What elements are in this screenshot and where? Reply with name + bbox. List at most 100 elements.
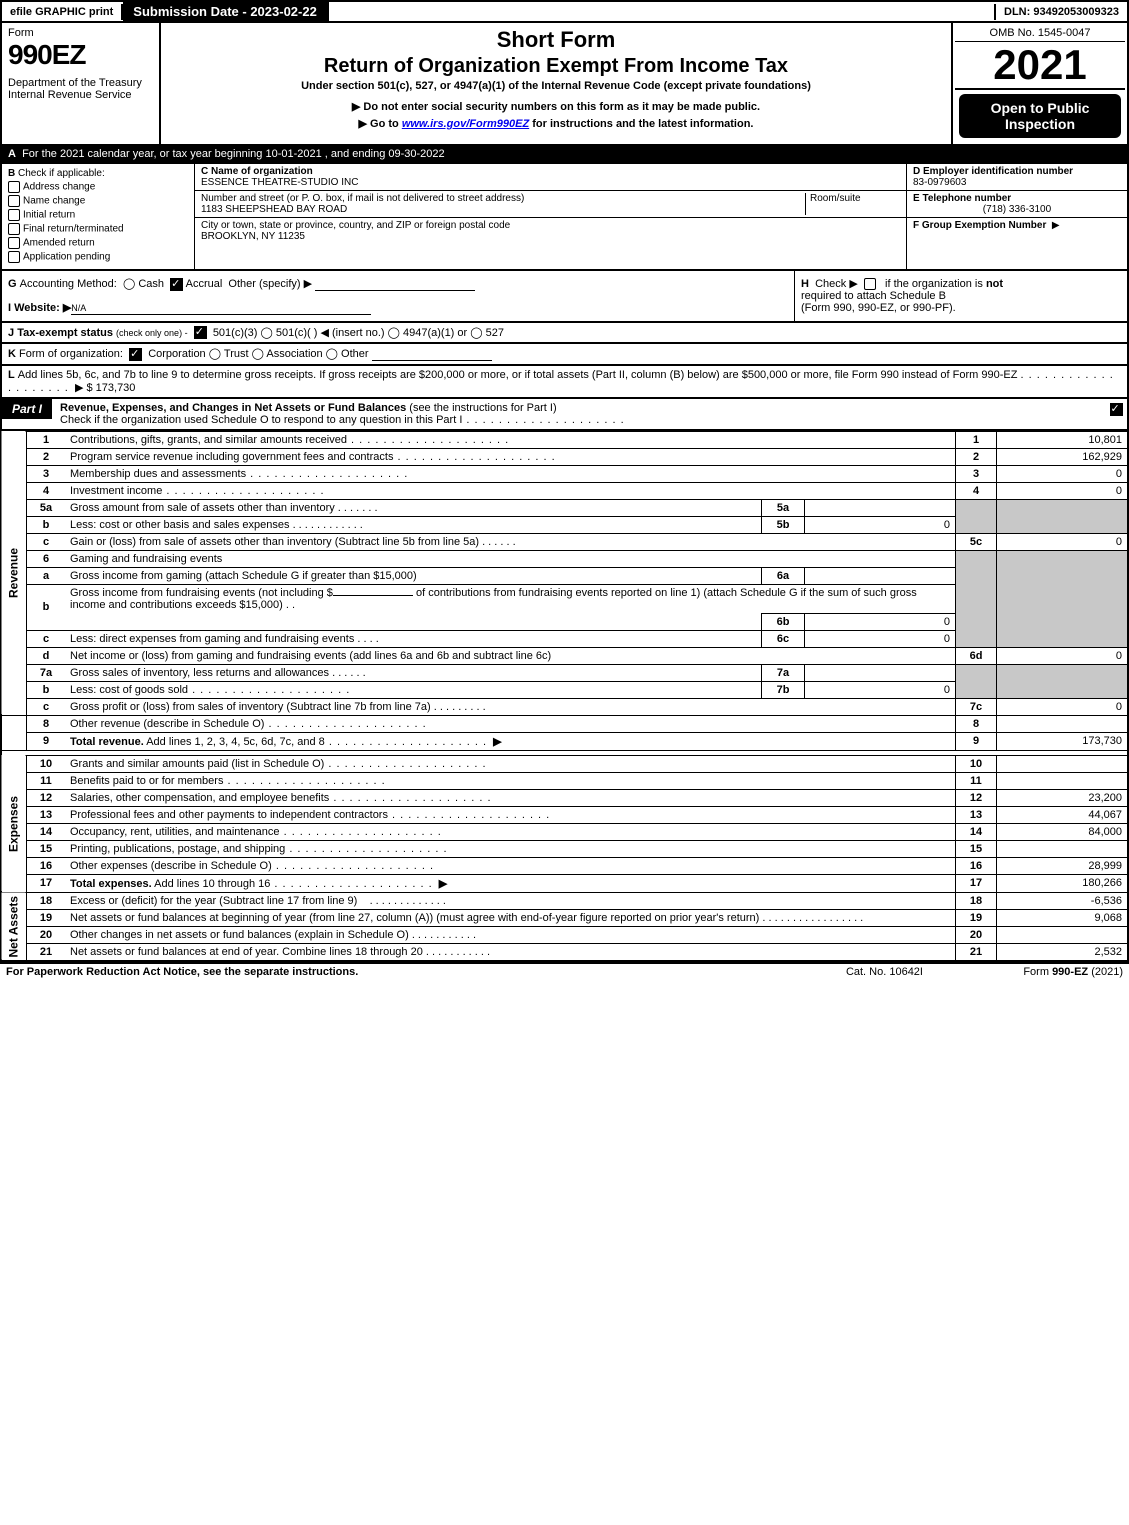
- check-initial-return[interactable]: Initial return: [8, 209, 188, 221]
- arrow-icon: ▶: [1052, 220, 1060, 231]
- j-label: Tax-exempt status: [17, 327, 113, 339]
- check-address-change[interactable]: Address change: [8, 181, 188, 193]
- grp-label: Group Exemption Number: [922, 220, 1046, 231]
- line-6d-desc: Net income or (loss) from gaming and fun…: [65, 647, 956, 664]
- line-5b-sub: 5b: [762, 516, 805, 533]
- header-center: Short Form Return of Organization Exempt…: [161, 23, 951, 144]
- line-1-desc: Contributions, gifts, grants, and simila…: [65, 431, 956, 448]
- goto-line: ▶ Go to www.irs.gov/Form990EZ for instru…: [167, 117, 945, 130]
- row-j: J Tax-exempt status (check only one) - 5…: [0, 323, 1129, 345]
- line-19-val: 9,068: [997, 909, 1129, 926]
- line-6c-desc: Less: direct expenses from gaming and fu…: [65, 630, 762, 647]
- line-3-val: 0: [997, 465, 1129, 482]
- line-12-no: 12: [27, 789, 66, 806]
- check-final-return[interactable]: Final return/terminated: [8, 223, 188, 235]
- shaded-cell: [997, 550, 1129, 647]
- arrow-icon: ▶: [493, 736, 501, 748]
- line-19-fno: 19: [956, 909, 997, 926]
- line-7c-val: 0: [997, 698, 1129, 715]
- line-3-desc: Membership dues and assessments: [65, 465, 956, 482]
- line-18-desc: Excess or (deficit) for the year (Subtra…: [65, 892, 956, 909]
- form-number: 990EZ: [8, 39, 153, 71]
- row-h: H Check ▶ if the organization is not req…: [794, 271, 1127, 321]
- line-6d-fno: 6d: [956, 647, 997, 664]
- website-value: N/A: [71, 303, 86, 313]
- line-2-val: 162,929: [997, 448, 1129, 465]
- line-16-fno: 16: [956, 857, 997, 874]
- j-prefix: J: [8, 327, 14, 339]
- part-1-checkbox[interactable]: [1105, 399, 1127, 416]
- line-11-desc: Benefits paid to or for members: [65, 772, 956, 789]
- line-6c-sub: 6c: [762, 630, 805, 647]
- line-10-val: [997, 755, 1129, 772]
- g-accrual[interactable]: Accrual: [186, 278, 223, 290]
- h-not: not: [986, 278, 1003, 290]
- h-prefix: H: [801, 278, 809, 290]
- efile-label[interactable]: efile GRAPHIC print: [2, 4, 123, 20]
- line-12-desc: Salaries, other compensation, and employ…: [65, 789, 956, 806]
- line-14-val: 84,000: [997, 823, 1129, 840]
- goto-link[interactable]: www.irs.gov/Form990EZ: [402, 118, 529, 130]
- part-1-title-rest: (see the instructions for Part I): [409, 402, 556, 414]
- form-header: Form 990EZ Department of the Treasury In…: [0, 23, 1129, 146]
- page-footer: For Paperwork Reduction Act Notice, see …: [0, 962, 1129, 980]
- line-2-desc: Program service revenue including govern…: [65, 448, 956, 465]
- line-18-val: -6,536: [997, 892, 1129, 909]
- line-2-no: 2: [27, 448, 66, 465]
- return-title: Return of Organization Exempt From Incom…: [167, 55, 945, 78]
- line-7c-no: c: [27, 698, 66, 715]
- part-1-title: Revenue, Expenses, and Changes in Net As…: [52, 399, 1105, 429]
- line-15-desc: Printing, publications, postage, and shi…: [65, 840, 956, 857]
- line-13-val: 44,067: [997, 806, 1129, 823]
- line-15-val: [997, 840, 1129, 857]
- e-prefix: E: [913, 193, 920, 204]
- netassets-sidebar: Net Assets: [1, 892, 27, 961]
- part-1-label: Part I: [2, 399, 52, 419]
- j-options[interactable]: 501(c)(3) ◯ 501(c)( ) ◀ (insert no.) ◯ 4…: [213, 327, 504, 339]
- line-6b-desc: Gross income from fundraising events (no…: [65, 584, 956, 613]
- check-application-pending[interactable]: Application pending: [8, 251, 188, 263]
- g-cash[interactable]: Cash: [138, 278, 164, 290]
- line-6b-sub: 6b: [762, 613, 805, 630]
- line-14-no: 14: [27, 823, 66, 840]
- line-19-desc: Net assets or fund balances at beginning…: [65, 909, 956, 926]
- footer-right: Form 990-EZ (2021): [923, 966, 1123, 978]
- org-city: BROOKLYN, NY 11235: [201, 231, 305, 242]
- line-6c-subval: 0: [805, 630, 956, 647]
- checkbox-icon[interactable]: [864, 278, 876, 290]
- line-7b-subval: 0: [805, 681, 956, 698]
- goto-pre: ▶ Go to: [359, 118, 402, 130]
- check-name-change[interactable]: Name change: [8, 195, 188, 207]
- line-6c-no: c: [27, 630, 66, 647]
- line-6d-val: 0: [997, 647, 1129, 664]
- g-other[interactable]: Other (specify) ▶: [228, 278, 312, 290]
- line-6-desc: Gaming and fundraising events: [65, 550, 956, 567]
- expenses-sidebar: Expenses: [1, 755, 27, 892]
- check-amended[interactable]: Amended return: [8, 237, 188, 249]
- line-9-val: 173,730: [997, 732, 1129, 750]
- h-check: Check ▶: [815, 278, 858, 290]
- line-7c-fno: 7c: [956, 698, 997, 715]
- shaded-cell: [956, 550, 997, 647]
- line-17-fno: 17: [956, 874, 997, 892]
- checked-icon: [194, 326, 207, 339]
- line-7b-sub: 7b: [762, 681, 805, 698]
- check-label: Initial return: [23, 210, 75, 221]
- tel-value: (718) 336-3100: [913, 204, 1121, 215]
- line-17-no: 17: [27, 874, 66, 892]
- line-11-fno: 11: [956, 772, 997, 789]
- goto-post: for instructions and the latest informat…: [529, 118, 753, 130]
- k-options[interactable]: Corporation ◯ Trust ◯ Association ◯ Othe…: [148, 348, 368, 360]
- irs-label: Internal Revenue Service: [8, 89, 153, 101]
- line-6a-desc: Gross income from gaming (attach Schedul…: [65, 567, 762, 584]
- line-8-val: [997, 715, 1129, 732]
- line-5a-sub: 5a: [762, 499, 805, 516]
- arrow-icon: ▶: [439, 878, 447, 890]
- line-5c-fno: 5c: [956, 533, 997, 550]
- line-6a-no: a: [27, 567, 66, 584]
- line-6b-cont: [65, 613, 762, 630]
- section-c: C Name of organization ESSENCE THEATRE-S…: [195, 164, 906, 269]
- info-block: B Check if applicable: Address change Na…: [0, 164, 1129, 271]
- line-5b-no: b: [27, 516, 66, 533]
- line-7b-no: b: [27, 681, 66, 698]
